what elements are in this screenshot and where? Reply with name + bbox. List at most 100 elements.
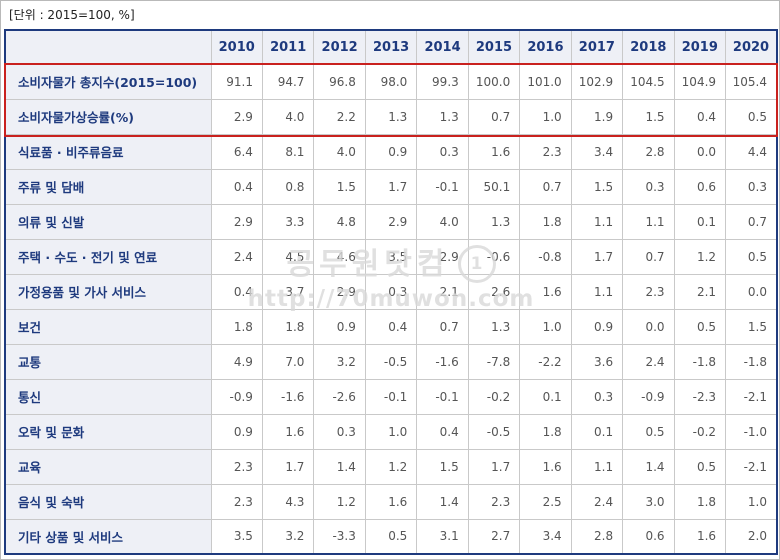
value-cell: 0.1: [673, 203, 727, 240]
value-cell: -2.1: [725, 448, 778, 485]
value-cell: -0.2: [467, 378, 521, 415]
corner-cell: [4, 29, 212, 65]
value-cell: 0.7: [622, 238, 675, 275]
value-cell: 0.3: [364, 273, 418, 310]
value-cell: 2.7: [467, 518, 521, 555]
value-cell: 2.3: [210, 448, 263, 485]
value-cell: 4.6: [313, 238, 366, 275]
row-label: 식료품 · 비주류음료: [4, 133, 212, 170]
value-cell: 1.8: [261, 308, 315, 345]
value-cell: 0.7: [416, 308, 469, 345]
value-cell: 6.4: [210, 133, 263, 170]
value-cell: 2.9: [210, 98, 263, 135]
value-cell: 104.9: [673, 63, 727, 100]
value-cell: 4.0: [313, 133, 366, 170]
value-cell: 102.9: [570, 63, 624, 100]
value-cell: 1.5: [725, 308, 778, 345]
value-cell: 1.8: [210, 308, 263, 345]
row-label: 주류 및 담배: [4, 168, 212, 205]
cpi-table: 2010 2011 2012 2013 2014 2015 2016 2017 2018 2019…: [4, 29, 778, 555]
value-cell: 1.7: [364, 168, 418, 205]
table-row-highlighted: 소비자물가상승률(%) 2.9 4.0 2.2 1.3 1.3 0.7 1.0 1.9 1.5 0.…: [4, 98, 778, 135]
value-cell: -7.8: [467, 343, 521, 380]
value-cell: 0.0: [673, 133, 727, 170]
value-cell: 0.5: [622, 413, 675, 450]
row-label: 소비자물가상승률(%): [4, 98, 212, 135]
value-cell: 0.9: [210, 413, 263, 450]
value-cell: 2.9: [313, 273, 366, 310]
value-cell: 105.4: [725, 63, 778, 100]
value-cell: 91.1: [210, 63, 263, 100]
value-cell: 1.8: [519, 203, 572, 240]
value-cell: 100.0: [467, 63, 521, 100]
value-cell: 2.3: [467, 483, 521, 520]
value-cell: 1.6: [519, 273, 572, 310]
value-cell: -1.8: [725, 343, 778, 380]
value-cell: 0.6: [673, 168, 727, 205]
value-cell: -1.6: [261, 378, 315, 415]
value-cell: 0.4: [416, 413, 469, 450]
value-cell: 3.6: [570, 343, 624, 380]
value-cell: 0.3: [313, 413, 366, 450]
value-cell: 94.7: [261, 63, 315, 100]
value-cell: 1.6: [364, 483, 418, 520]
value-cell: 4.0: [416, 203, 469, 240]
value-cell: -0.1: [364, 378, 418, 415]
value-cell: -0.9: [622, 378, 675, 415]
value-cell: 0.3: [725, 168, 778, 205]
value-cell: 104.5: [622, 63, 675, 100]
year-header-2011: 2011: [261, 29, 315, 65]
value-cell: 0.5: [673, 308, 727, 345]
value-cell: -0.2: [673, 413, 727, 450]
table-row: 의류 및 신발 2.9 3.3 4.8 2.9 4.0 1.3 1.8 1.1 1.1 0.1 0.7: [4, 203, 778, 240]
value-cell: 4.3: [261, 483, 315, 520]
value-cell: 1.1: [570, 203, 624, 240]
value-cell: 1.7: [261, 448, 315, 485]
value-cell: -0.5: [467, 413, 521, 450]
value-cell: 3.4: [519, 518, 572, 555]
value-cell: 0.4: [210, 168, 263, 205]
value-cell: -0.1: [416, 378, 469, 415]
year-header-2014: 2014: [416, 29, 469, 65]
year-header-2020: 2020: [725, 29, 778, 65]
row-label: 주택 · 수도 · 전기 및 연료: [4, 238, 212, 275]
value-cell: 1.9: [570, 98, 624, 135]
value-cell: 1.1: [570, 448, 624, 485]
value-cell: 0.3: [622, 168, 675, 205]
row-label: 기타 상품 및 서비스: [4, 518, 212, 555]
value-cell: 1.0: [725, 483, 778, 520]
value-cell: 2.0: [725, 518, 778, 555]
value-cell: -0.5: [364, 343, 418, 380]
value-cell: 1.0: [364, 413, 418, 450]
value-cell: 3.2: [313, 343, 366, 380]
value-cell: 1.4: [313, 448, 366, 485]
value-cell: 1.6: [519, 448, 572, 485]
year-header-2017: 2017: [570, 29, 624, 65]
value-cell: 1.4: [622, 448, 675, 485]
row-label: 의류 및 신발: [4, 203, 212, 240]
value-cell: -2.2: [519, 343, 572, 380]
table-row: 교육 2.3 1.7 1.4 1.2 1.5 1.7 1.6 1.1 1.4 0.5 -2.1: [4, 448, 778, 485]
value-cell: 4.5: [261, 238, 315, 275]
value-cell: 2.1: [416, 273, 469, 310]
value-cell: 0.8: [261, 168, 315, 205]
value-cell: 2.8: [570, 518, 624, 555]
year-header-2010: 2010: [210, 29, 263, 65]
table-row: 음식 및 숙박 2.3 4.3 1.2 1.6 1.4 2.3 2.5 2.4 3.0 1.8 1.0: [4, 483, 778, 520]
value-cell: 2.9: [416, 238, 469, 275]
value-cell: -2.1: [725, 378, 778, 415]
value-cell: 8.1: [261, 133, 315, 170]
header-row: 2010 2011 2012 2013 2014 2015 2016 2017 2018 2019…: [4, 29, 778, 65]
year-header-2013: 2013: [364, 29, 418, 65]
value-cell: 1.3: [416, 98, 469, 135]
value-cell: 96.8: [313, 63, 366, 100]
value-cell: 2.5: [519, 483, 572, 520]
value-cell: 0.0: [622, 308, 675, 345]
value-cell: 0.7: [725, 203, 778, 240]
row-label: 오락 및 문화: [4, 413, 212, 450]
value-cell: 1.5: [416, 448, 469, 485]
value-cell: 1.0: [519, 98, 572, 135]
value-cell: -2.6: [313, 378, 366, 415]
value-cell: 2.4: [210, 238, 263, 275]
